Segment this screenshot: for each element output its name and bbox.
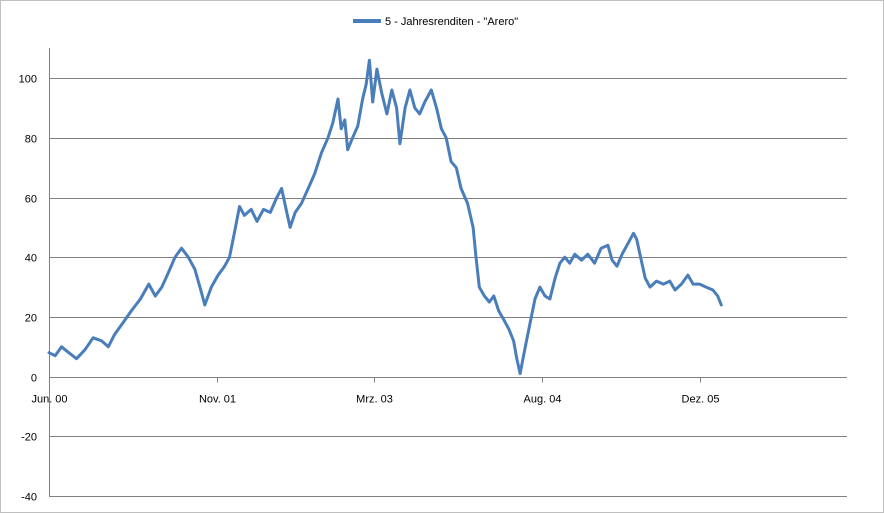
series-line-arero — [47, 58, 723, 376]
x-tick-label: Mrz. 03 — [356, 394, 393, 406]
x-tick-label: Nov. 01 — [199, 394, 236, 406]
legend: 5 - Jahresrenditen - "Arero" — [353, 16, 518, 28]
y-tick-label: 20 — [25, 313, 37, 325]
x-tick-label: Aug. 04 — [524, 394, 562, 406]
y-tick-label: 80 — [25, 134, 37, 146]
y-tick-label: 40 — [25, 253, 37, 265]
gridlines — [49, 78, 847, 497]
x-tick-label: Dez. 05 — [682, 394, 720, 406]
y-tick-label: 0 — [31, 373, 37, 385]
y-tick-label: 60 — [25, 194, 37, 206]
legend-label: 5 - Jahresrenditen - "Arero" — [385, 16, 518, 28]
y-tick-label: -40 — [21, 492, 37, 504]
y-tick-label: 100 — [19, 74, 37, 86]
y-tick-label: -20 — [21, 432, 37, 444]
x-axis: Jun. 00 Nov. 01 Mrz. 03 Aug. 04 Dez. 05 — [31, 377, 847, 406]
y-axis: -40 -20 0 20 40 60 80 100 — [19, 48, 50, 504]
series-layer — [47, 58, 723, 376]
x-tick-label: Jun. 00 — [31, 394, 67, 406]
